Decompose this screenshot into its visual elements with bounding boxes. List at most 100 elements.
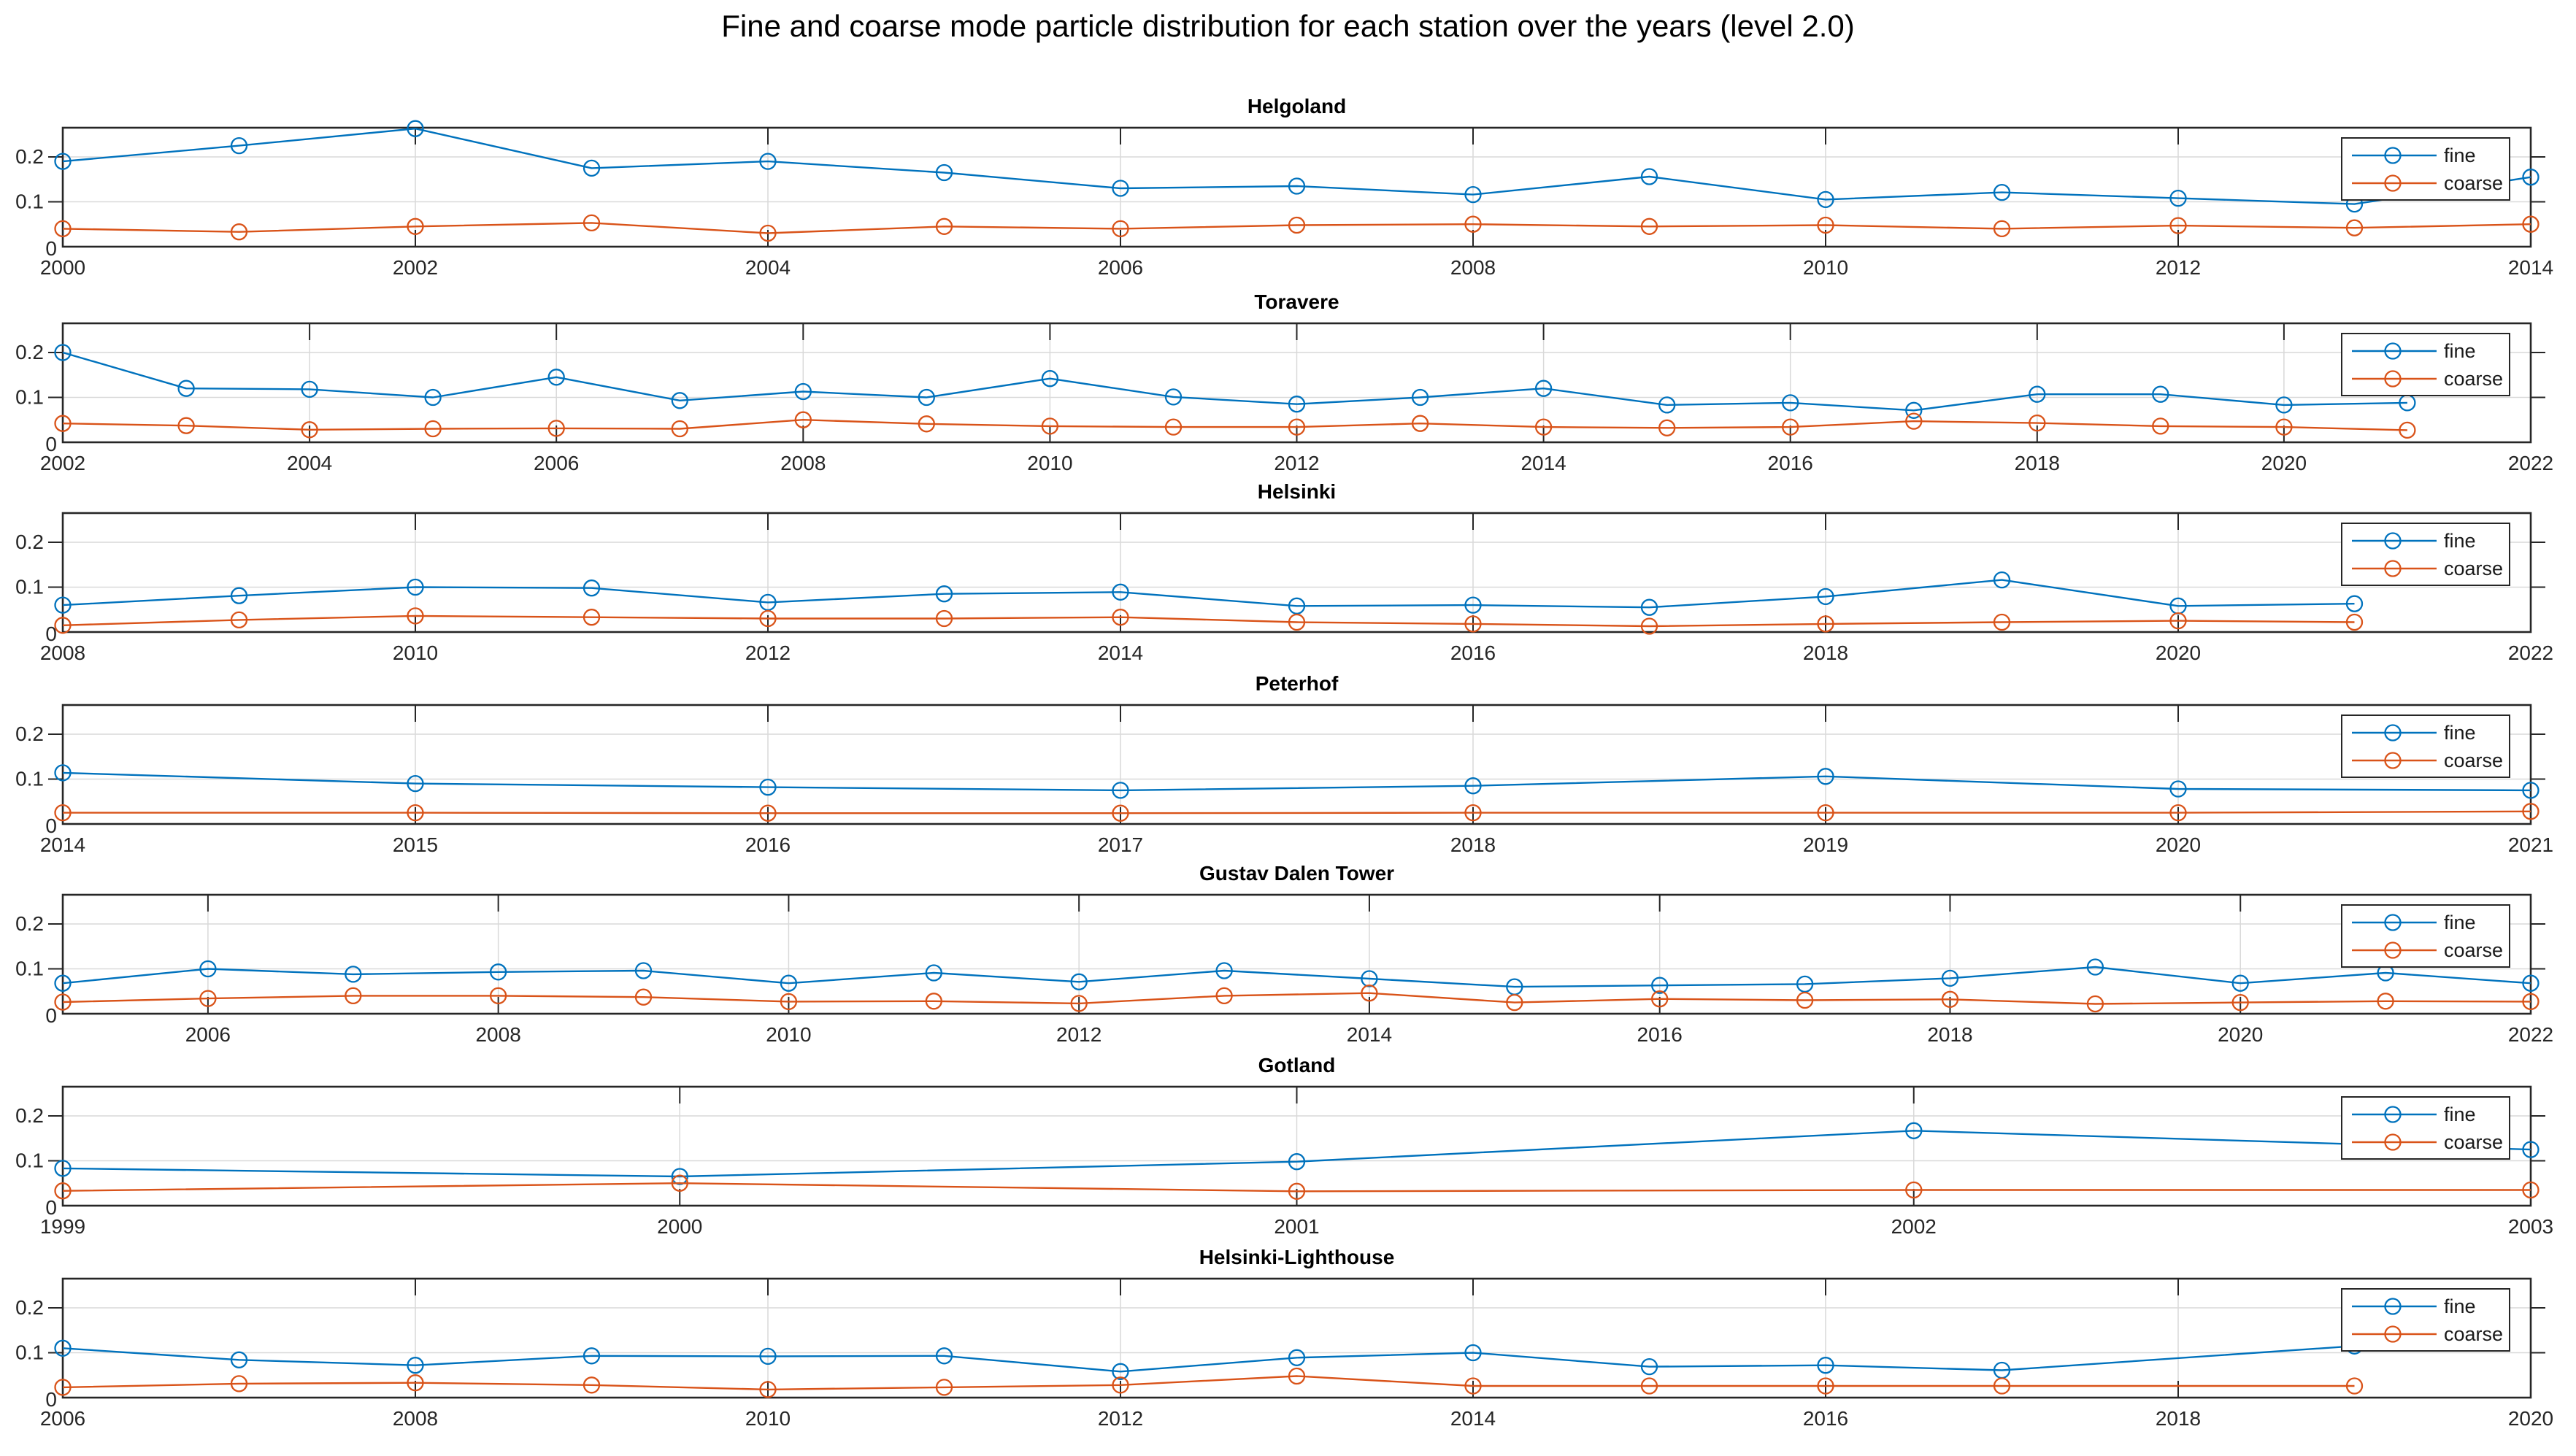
coarse-marker <box>2086 995 2104 1013</box>
fine-marker <box>794 382 812 401</box>
coarse-markers <box>54 607 2364 635</box>
station-title: Gustav Dalen Tower <box>1199 862 1394 885</box>
x-tick-label: 2012 <box>2156 256 2201 276</box>
coarse-marker <box>54 415 72 432</box>
fine-marker <box>1112 1363 1129 1380</box>
legend-fine-marker-icon <box>2384 342 2402 360</box>
coarse-marker <box>1288 1182 1306 1200</box>
x-tick-label: 2010 <box>1027 452 1072 471</box>
legend-label-fine: fine <box>2444 912 2476 933</box>
coarse-markers <box>54 1367 2364 1398</box>
fine-marker <box>1464 777 1482 795</box>
coarse-marker <box>1288 613 1306 631</box>
x-tick-label: 2018 <box>2156 1407 2201 1427</box>
fine-marker <box>1941 969 1959 987</box>
fine-line <box>62 351 2407 412</box>
coarse-marker <box>230 611 248 629</box>
coarse-marker <box>2522 1181 2540 1199</box>
fine-marker <box>2086 958 2104 976</box>
x-tick-label: 2012 <box>745 642 791 661</box>
fine-marker <box>1905 401 1923 419</box>
coarse-marker <box>583 214 601 232</box>
coarse-line <box>62 1375 2355 1391</box>
fine-marker <box>1651 977 1669 994</box>
legend-coarse-marker-icon <box>2384 370 2402 388</box>
x-tick-label: 2008 <box>1450 256 1496 276</box>
fine-marker <box>1070 973 1088 990</box>
y-tick-label: 0.1 <box>15 1149 44 1171</box>
fine-marker <box>2522 169 2540 186</box>
legend-label-fine: fine <box>2444 340 2476 362</box>
y-tick-label: 0.1 <box>15 385 44 408</box>
coarse-marker <box>1070 995 1088 1012</box>
coarse-marker <box>935 1379 953 1396</box>
coarse-marker <box>583 1376 601 1394</box>
fine-marker <box>925 964 942 982</box>
x-tick-label: 2006 <box>1098 256 1143 276</box>
fine-marker <box>230 587 248 604</box>
coarse-markers <box>54 985 2540 1013</box>
fine-marker <box>2522 1141 2540 1158</box>
coarse-marker <box>1464 1377 1482 1395</box>
coarse-marker <box>671 420 688 438</box>
fine-marker <box>2275 396 2293 414</box>
coarse-marker <box>1112 804 1129 822</box>
fine-marker <box>1640 1357 1658 1376</box>
y-tick-label: 0.2 <box>15 145 44 168</box>
x-tick-label: 2008 <box>393 1407 438 1427</box>
legend-fine-marker-icon <box>2384 1106 2402 1123</box>
legend-coarse-marker-icon <box>2384 560 2402 577</box>
coarse-line <box>62 615 2355 628</box>
x-tick-label: 2010 <box>745 1407 791 1427</box>
coarse-marker <box>759 224 777 242</box>
coarse-marker <box>54 1379 72 1396</box>
fine-marker <box>759 1347 777 1366</box>
coarse-marker <box>1164 418 1183 436</box>
x-tick-label: 2014 <box>1098 642 1143 661</box>
x-tick-label: 2010 <box>1803 256 1848 276</box>
coarse-marker <box>1658 419 1676 436</box>
x-tick-label: 2012 <box>1274 452 1319 471</box>
fine-marker <box>759 153 777 170</box>
y-tick-label: 0.1 <box>15 575 44 598</box>
fine-marker <box>407 774 424 793</box>
station-title: Helsinki <box>1258 480 1336 503</box>
fine-marker <box>1782 394 1799 412</box>
legend-label-coarse: coarse <box>2444 750 2503 771</box>
station-title: Peterhof <box>1256 672 1339 695</box>
coarse-marker <box>935 609 953 628</box>
x-tick-label: 2021 <box>2508 833 2553 853</box>
fine-marker <box>671 392 688 409</box>
fine-marker <box>1640 168 1658 185</box>
x-tick-label: 2020 <box>2156 833 2201 853</box>
fine-marker <box>54 764 72 782</box>
coarse-line <box>62 418 2407 431</box>
x-tick-label: 2019 <box>1803 833 1848 853</box>
coarse-marker <box>2275 418 2293 436</box>
x-tick-label: 2022 <box>2508 642 2553 661</box>
coarse-marker <box>54 804 72 822</box>
fine-marker <box>1640 598 1658 616</box>
coarse-marker <box>1993 1377 2011 1395</box>
x-tick-label: 2020 <box>2261 452 2307 471</box>
fine-marker <box>54 344 72 361</box>
fine-marker <box>1041 370 1059 388</box>
x-tick-label: 2012 <box>1098 1407 1143 1427</box>
fine-marker <box>1464 185 1482 204</box>
legend-label-coarse: coarse <box>2444 368 2503 390</box>
fine-marker <box>1817 768 1834 785</box>
fine-marker <box>1288 1349 1306 1366</box>
fine-marker <box>918 388 935 407</box>
fine-marker <box>1658 396 1676 414</box>
coarse-marker <box>424 420 442 438</box>
y-tick-label: 0 <box>45 237 57 260</box>
coarse-marker <box>54 220 72 238</box>
legend: fine coarse <box>2341 333 2510 396</box>
plot-border <box>61 512 2532 633</box>
fine-marker <box>1534 380 1553 397</box>
fine-marker <box>780 974 798 992</box>
y-tick-label: 0.1 <box>15 767 44 790</box>
legend-fine-marker-icon <box>2384 147 2402 164</box>
coarse-marker <box>671 1174 688 1192</box>
fine-marker <box>230 1351 248 1368</box>
